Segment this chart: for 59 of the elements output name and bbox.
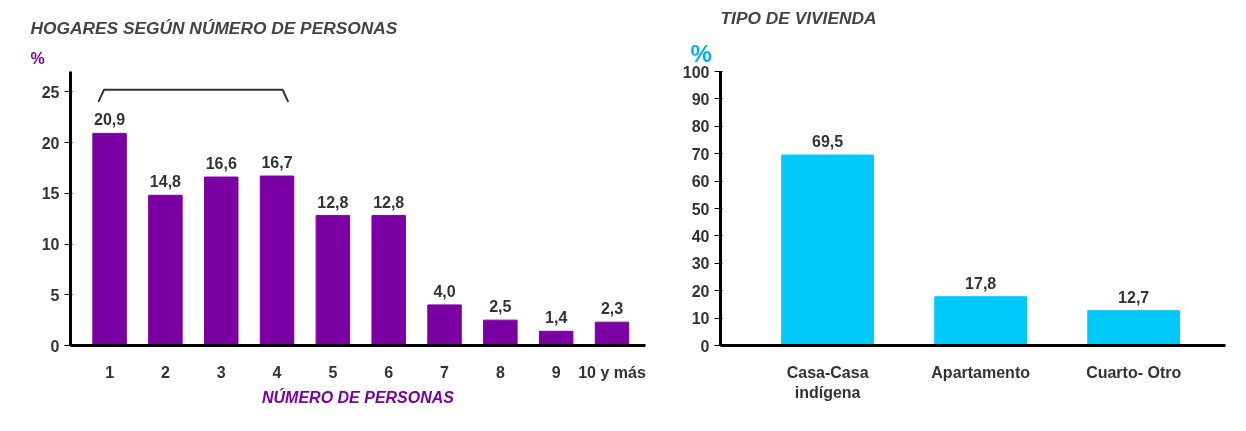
x-tick-label: 9 (551, 363, 561, 381)
x-tick-label: 6 (384, 363, 394, 381)
data-label: 4,0 (433, 282, 456, 300)
x-tick-label: 7 (440, 363, 450, 381)
data-label: 2,5 (489, 298, 512, 316)
data-label: 20,9 (94, 111, 126, 129)
data-label: 17,8 (965, 274, 997, 292)
bar (371, 215, 406, 346)
y-tick-label: 0 (700, 337, 710, 355)
y-tick-label: 10 (691, 310, 710, 328)
y-tick-label: 20 (41, 134, 60, 152)
data-label: 16,6 (205, 155, 237, 173)
x-tick-label: 2 (160, 363, 170, 381)
y-tick-label: 40 (691, 227, 710, 245)
y-tick-label: 15 (41, 185, 60, 203)
y-tick-label: 0 (50, 337, 60, 355)
y-tick-label: 90 (691, 90, 710, 108)
bar (483, 319, 518, 346)
x-tick-label: 8 (495, 363, 505, 381)
bar (594, 321, 630, 346)
y-tick-label: 5 (50, 286, 60, 304)
y-tick-label: 20 (691, 282, 710, 300)
chart-title: TIPO DE VIVIENDA (720, 7, 877, 28)
x-tick-label: 5 (328, 363, 338, 381)
bar (259, 175, 295, 346)
data-label: 12,7 (1118, 288, 1150, 306)
x-tick-label: Cuarto- Otro (1086, 363, 1182, 381)
x-tick-label: 4 (272, 363, 282, 381)
bar (148, 194, 183, 346)
y-tick-label: 70 (691, 145, 710, 163)
y-tick-label: 25 (41, 83, 60, 101)
y-tick-label: 80 (691, 118, 710, 136)
bar (781, 154, 875, 346)
bar (1087, 310, 1181, 346)
data-label: 16,7 (261, 154, 293, 172)
data-label: 12,8 (317, 193, 349, 211)
data-label: 2,3 (600, 300, 624, 318)
bar (427, 304, 462, 346)
bar (203, 176, 239, 346)
y-axis-title: % (30, 49, 45, 67)
bar (315, 215, 351, 346)
x-tick-label: Apartamento (931, 363, 1031, 381)
x-tick-label: 1 (105, 363, 115, 381)
bar (934, 296, 1028, 346)
y-tick-label: 10 (41, 236, 60, 254)
y-tick-label: 30 (691, 255, 710, 273)
y-tick-label: 50 (691, 200, 710, 218)
bar (538, 330, 574, 346)
data-label: 1,4 (545, 309, 568, 327)
x-tick-label: 3 (216, 363, 226, 381)
data-label: 14,8 (149, 173, 182, 191)
x-tick-label: 10 y más (578, 363, 646, 381)
chart-title: HOGARES SEGÚN NÚMERO DE PERSONAS (30, 17, 398, 38)
data-label: 12,8 (373, 193, 405, 211)
bar (92, 132, 127, 346)
y-tick-label: 60 (691, 173, 710, 191)
data-label: 69,5 (812, 133, 844, 151)
x-tick-label: Casa-Casa indígena (786, 363, 869, 401)
x-axis-title: NÚMERO DE PERSONAS (261, 387, 455, 406)
